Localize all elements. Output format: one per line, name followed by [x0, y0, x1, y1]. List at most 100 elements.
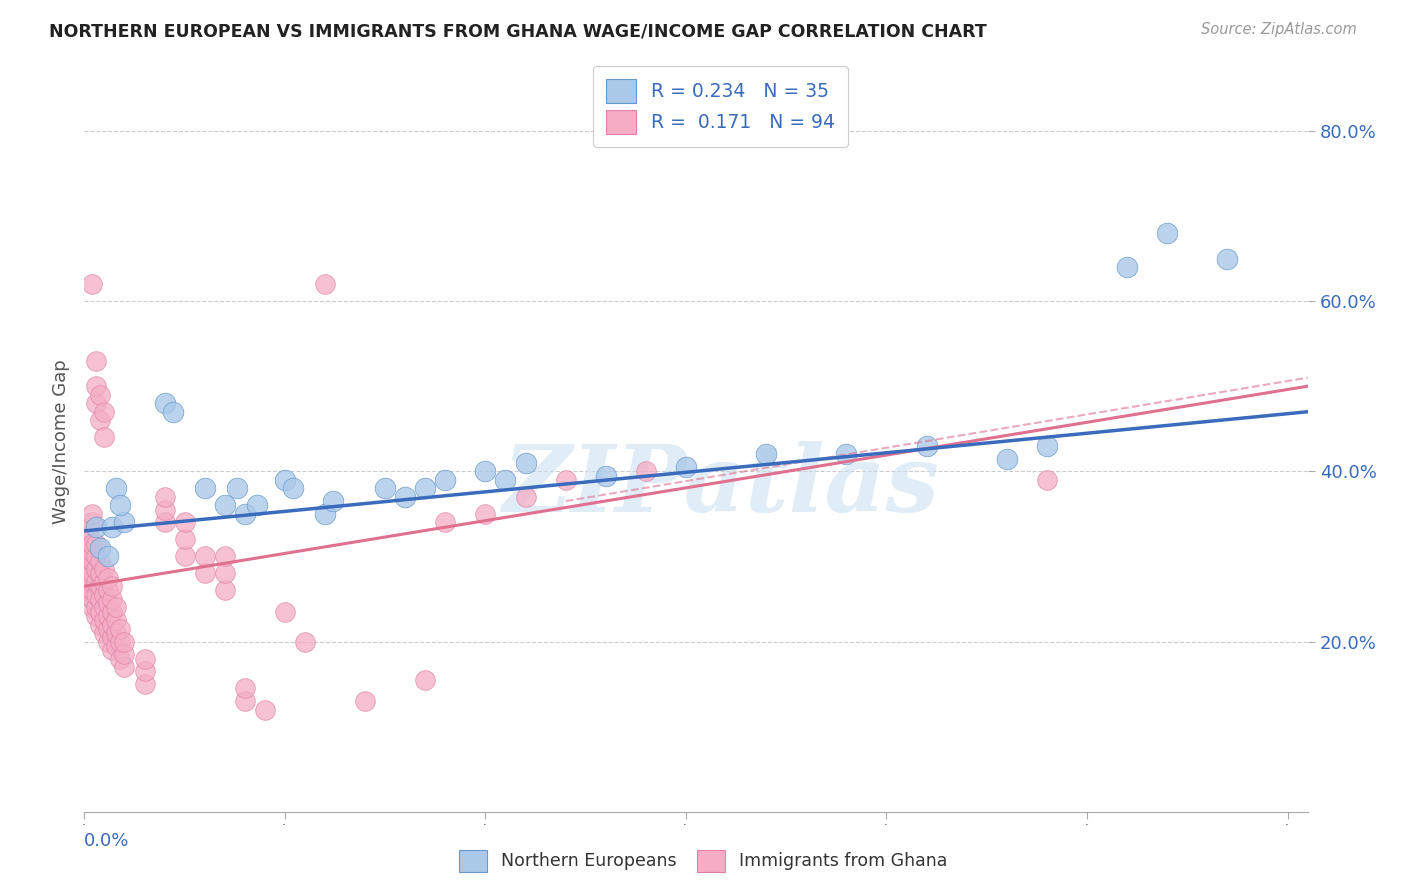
Point: [274, 605, 297, 619]
Point: [105, 626, 128, 640]
Point: [82, 545, 104, 559]
Point: [101, 617, 124, 632]
Point: [134, 677, 156, 691]
Point: [322, 494, 344, 508]
Point: [89, 579, 111, 593]
Point: [77, 541, 100, 555]
Point: [82, 566, 104, 581]
Point: [101, 605, 124, 619]
Point: [97, 571, 120, 585]
Point: [835, 447, 858, 461]
Point: [89, 605, 111, 619]
Point: [755, 447, 778, 461]
Point: [294, 634, 316, 648]
Point: [82, 600, 104, 615]
Point: [97, 609, 120, 624]
Point: [97, 549, 120, 564]
Point: [253, 703, 276, 717]
Point: [77, 588, 100, 602]
Point: [354, 694, 377, 708]
Point: [434, 516, 457, 530]
Point: [173, 533, 195, 547]
Point: [105, 481, 128, 495]
Point: [82, 583, 104, 598]
Point: [554, 473, 576, 487]
Point: [1036, 439, 1059, 453]
Point: [93, 600, 115, 615]
Y-axis label: Wage/Income Gap: Wage/Income Gap: [52, 359, 70, 524]
Point: [495, 473, 517, 487]
Point: [86, 519, 108, 533]
Point: [281, 481, 304, 495]
Point: [82, 516, 104, 530]
Point: [515, 456, 537, 470]
Point: [77, 566, 100, 581]
Point: [86, 609, 108, 624]
Point: [194, 549, 217, 564]
Point: [233, 694, 256, 708]
Point: [173, 516, 195, 530]
Point: [214, 549, 236, 564]
Point: [86, 574, 108, 589]
Point: [233, 681, 256, 696]
Text: 0.0%: 0.0%: [84, 832, 129, 850]
Point: [82, 554, 104, 568]
Point: [101, 591, 124, 606]
Point: [214, 583, 236, 598]
Point: [474, 507, 496, 521]
Point: [110, 634, 132, 648]
Point: [82, 277, 104, 292]
Point: [1156, 226, 1178, 240]
Point: [214, 499, 236, 513]
Point: [153, 490, 176, 504]
Point: [101, 630, 124, 644]
Point: [86, 562, 108, 576]
Point: [86, 353, 108, 368]
Point: [101, 643, 124, 657]
Point: [314, 507, 336, 521]
Point: [162, 405, 184, 419]
Point: [474, 464, 496, 478]
Point: [101, 519, 124, 533]
Point: [233, 507, 256, 521]
Point: [93, 626, 115, 640]
Point: [114, 516, 136, 530]
Point: [105, 639, 128, 653]
Point: [995, 451, 1018, 466]
Point: [93, 430, 115, 444]
Point: [595, 468, 617, 483]
Point: [114, 660, 136, 674]
Point: [110, 651, 132, 665]
Point: [97, 596, 120, 610]
Text: Source: ZipAtlas.com: Source: ZipAtlas.com: [1201, 22, 1357, 37]
Point: [89, 566, 111, 581]
Point: [675, 460, 697, 475]
Legend: Northern Europeans, Immigrants from Ghana: Northern Europeans, Immigrants from Ghan…: [451, 843, 955, 879]
Point: [93, 574, 115, 589]
Point: [89, 591, 111, 606]
Point: [173, 549, 195, 564]
Point: [105, 613, 128, 627]
Point: [153, 502, 176, 516]
Point: [110, 499, 132, 513]
Point: [194, 566, 217, 581]
Point: [314, 277, 336, 292]
Point: [274, 473, 297, 487]
Text: NORTHERN EUROPEAN VS IMMIGRANTS FROM GHANA WAGE/INCOME GAP CORRELATION CHART: NORTHERN EUROPEAN VS IMMIGRANTS FROM GHA…: [49, 22, 987, 40]
Point: [89, 413, 111, 427]
Point: [89, 554, 111, 568]
Point: [1036, 473, 1059, 487]
Point: [93, 613, 115, 627]
Point: [97, 634, 120, 648]
Point: [82, 591, 104, 606]
Point: [915, 439, 938, 453]
Point: [394, 490, 416, 504]
Point: [153, 396, 176, 410]
Point: [105, 600, 128, 615]
Point: [1216, 252, 1239, 266]
Point: [82, 574, 104, 589]
Point: [86, 549, 108, 564]
Point: [114, 634, 136, 648]
Point: [77, 558, 100, 572]
Point: [434, 473, 457, 487]
